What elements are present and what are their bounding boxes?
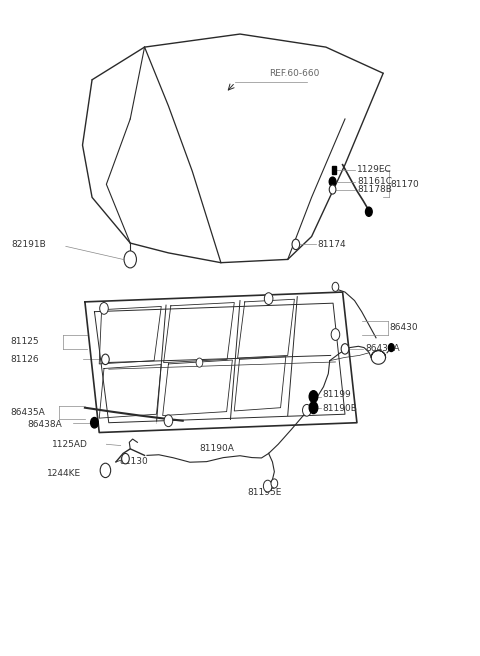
Text: 82191B: 82191B [11, 240, 46, 249]
Circle shape [196, 358, 203, 367]
Text: 81178B: 81178B [357, 185, 392, 194]
Bar [332, 166, 336, 174]
Circle shape [292, 239, 300, 250]
Circle shape [164, 415, 173, 426]
Circle shape [302, 405, 311, 416]
Circle shape [271, 479, 278, 488]
Circle shape [388, 344, 394, 352]
Circle shape [309, 391, 318, 403]
Text: 86434A: 86434A [365, 344, 400, 354]
Text: 81190B: 81190B [323, 405, 358, 413]
Circle shape [331, 329, 340, 340]
Circle shape [332, 282, 339, 291]
Text: 86438A: 86438A [28, 420, 62, 429]
Circle shape [329, 177, 336, 186]
Text: 1125AD: 1125AD [51, 440, 87, 449]
Text: 86435A: 86435A [10, 409, 45, 417]
Circle shape [124, 251, 136, 268]
Circle shape [100, 463, 111, 478]
Circle shape [91, 417, 98, 428]
Circle shape [102, 354, 109, 365]
Text: 81130: 81130 [120, 457, 148, 466]
Circle shape [341, 344, 349, 354]
Text: 1129EC: 1129EC [357, 165, 392, 174]
Circle shape [365, 207, 372, 216]
Text: 81195E: 81195E [247, 488, 282, 497]
Circle shape [309, 402, 318, 413]
Text: 81190A: 81190A [199, 443, 234, 453]
Text: 81170: 81170 [391, 180, 420, 189]
Text: REF.60-660: REF.60-660 [269, 70, 319, 79]
Circle shape [121, 453, 129, 464]
Text: 81199: 81199 [323, 390, 351, 399]
Circle shape [264, 480, 272, 492]
Text: 81174: 81174 [318, 240, 347, 249]
Text: 81125: 81125 [10, 337, 38, 346]
Text: 81161C: 81161C [357, 177, 392, 186]
Text: 1244KE: 1244KE [47, 468, 81, 478]
Circle shape [329, 185, 336, 194]
Text: 81126: 81126 [10, 355, 38, 364]
Text: 86430: 86430 [390, 323, 419, 333]
Circle shape [264, 293, 273, 304]
Circle shape [100, 302, 108, 314]
